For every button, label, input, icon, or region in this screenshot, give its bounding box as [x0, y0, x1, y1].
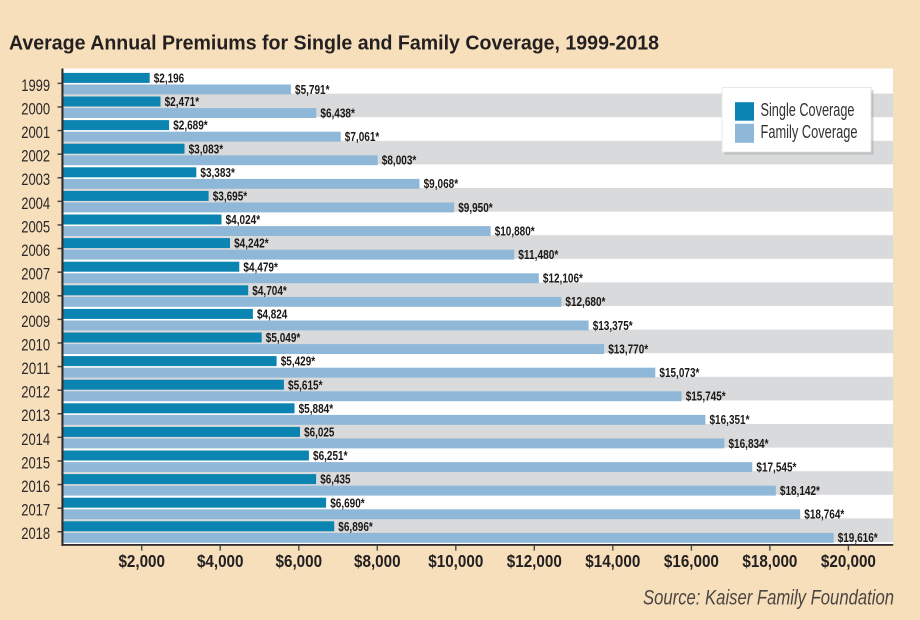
- svg-text:$2,471*: $2,471*: [165, 95, 200, 109]
- svg-text:2010: 2010: [21, 336, 50, 354]
- svg-text:$18,142*: $18,142*: [780, 484, 820, 498]
- svg-text:$6,000: $6,000: [276, 551, 323, 571]
- svg-text:$16,834*: $16,834*: [729, 437, 769, 451]
- svg-text:$11,480*: $11,480*: [518, 248, 558, 262]
- svg-text:$12,680*: $12,680*: [565, 295, 605, 309]
- svg-text:$4,479*: $4,479*: [243, 260, 278, 274]
- svg-text:$15,073*: $15,073*: [659, 366, 699, 380]
- svg-text:2003: 2003: [21, 171, 50, 189]
- svg-text:Average Annual Premiums for Si: Average Annual Premiums for Single and F…: [9, 33, 659, 55]
- svg-text:$2,196: $2,196: [154, 72, 184, 86]
- svg-text:$13,770*: $13,770*: [608, 342, 648, 356]
- svg-text:2018: 2018: [21, 525, 50, 543]
- svg-text:$20,000: $20,000: [821, 551, 876, 571]
- svg-text:2008: 2008: [21, 289, 50, 307]
- svg-text:$10,000: $10,000: [428, 551, 483, 571]
- svg-text:2005: 2005: [21, 218, 50, 236]
- svg-text:$18,000: $18,000: [742, 551, 797, 571]
- svg-text:$17,545*: $17,545*: [756, 460, 796, 474]
- svg-text:2004: 2004: [21, 195, 50, 213]
- svg-text:Family Coverage: Family Coverage: [761, 122, 858, 142]
- svg-text:$3,383*: $3,383*: [200, 166, 235, 180]
- svg-text:2011: 2011: [21, 360, 50, 378]
- svg-text:$6,025: $6,025: [304, 426, 334, 440]
- svg-text:$6,690*: $6,690*: [330, 496, 365, 510]
- svg-text:$9,950*: $9,950*: [458, 201, 493, 215]
- svg-text:$3,695*: $3,695*: [213, 190, 248, 204]
- svg-text:2001: 2001: [21, 124, 50, 142]
- svg-text:$15,745*: $15,745*: [686, 390, 726, 404]
- svg-text:$6,435: $6,435: [320, 473, 350, 487]
- svg-text:$2,689*: $2,689*: [173, 119, 208, 133]
- svg-text:$10,880*: $10,880*: [495, 224, 535, 238]
- svg-text:$6,896*: $6,896*: [338, 520, 373, 534]
- svg-text:2012: 2012: [21, 384, 50, 402]
- svg-text:$4,000: $4,000: [197, 551, 244, 571]
- svg-text:$5,791*: $5,791*: [295, 83, 330, 97]
- svg-text:2009: 2009: [21, 313, 50, 331]
- svg-text:$13,375*: $13,375*: [593, 319, 633, 333]
- svg-text:$18,764*: $18,764*: [804, 508, 844, 522]
- svg-text:$5,884*: $5,884*: [299, 402, 334, 416]
- svg-text:$6,251*: $6,251*: [313, 449, 348, 463]
- svg-text:$5,615*: $5,615*: [288, 378, 323, 392]
- svg-text:2006: 2006: [21, 242, 50, 260]
- svg-text:$5,049*: $5,049*: [266, 331, 301, 345]
- svg-text:$4,824: $4,824: [257, 308, 287, 322]
- svg-text:2015: 2015: [21, 454, 50, 472]
- svg-text:$8,003*: $8,003*: [382, 154, 417, 168]
- svg-text:2000: 2000: [21, 100, 50, 118]
- svg-text:2002: 2002: [21, 148, 50, 166]
- svg-text:$12,106*: $12,106*: [543, 272, 583, 286]
- svg-text:2013: 2013: [21, 407, 50, 425]
- svg-text:$2,000: $2,000: [118, 551, 165, 571]
- svg-text:$16,000: $16,000: [664, 551, 719, 571]
- svg-text:$4,024*: $4,024*: [226, 213, 261, 227]
- svg-text:$12,000: $12,000: [507, 551, 562, 571]
- svg-text:$7,061*: $7,061*: [345, 130, 380, 144]
- svg-text:$9,068*: $9,068*: [424, 177, 459, 191]
- svg-text:$5,429*: $5,429*: [281, 355, 316, 369]
- svg-text:$14,000: $14,000: [585, 551, 640, 571]
- svg-text:Source: Kaiser Family Foundati: Source: Kaiser Family Foundation: [643, 587, 894, 610]
- svg-text:$19,616*: $19,616*: [838, 531, 878, 545]
- svg-text:2017: 2017: [21, 502, 50, 520]
- svg-text:Single Coverage: Single Coverage: [761, 100, 855, 120]
- svg-text:$6,438*: $6,438*: [320, 106, 355, 120]
- svg-text:1999: 1999: [21, 77, 50, 95]
- svg-text:$8,000: $8,000: [354, 551, 401, 571]
- svg-text:$4,704*: $4,704*: [252, 284, 287, 298]
- svg-text:2014: 2014: [21, 431, 50, 449]
- svg-text:$4,242*: $4,242*: [234, 237, 269, 251]
- svg-text:2016: 2016: [21, 478, 50, 496]
- svg-text:2007: 2007: [21, 266, 50, 284]
- svg-text:$3,083*: $3,083*: [189, 142, 224, 156]
- svg-text:$16,351*: $16,351*: [710, 413, 750, 427]
